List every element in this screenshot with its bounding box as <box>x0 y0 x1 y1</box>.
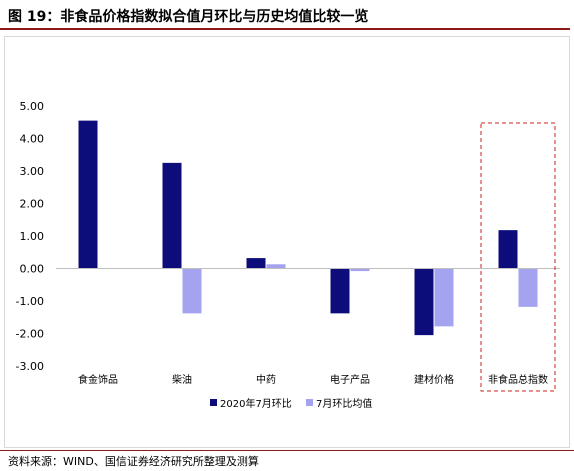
bar-average-5 <box>518 268 538 307</box>
bar-current-0 <box>78 120 98 269</box>
source-divider <box>0 450 574 451</box>
bar-average-1 <box>182 268 202 314</box>
highlight-box <box>480 122 556 392</box>
title-divider <box>0 28 570 30</box>
legend-swatch <box>210 399 217 406</box>
x-category-label: 中药 <box>256 373 276 386</box>
legend-label: 2020年7月环比 <box>220 397 292 410</box>
bar-current-2 <box>246 258 266 269</box>
x-category-label: 柴油 <box>172 373 192 386</box>
bar-current-4 <box>414 268 434 336</box>
y-tick-label: -3.00 <box>16 360 44 373</box>
y-tick-label: -1.00 <box>16 295 44 308</box>
bar-average-2 <box>266 264 286 269</box>
y-tick-label: 2.00 <box>20 198 45 211</box>
legend-swatch <box>306 399 313 406</box>
legend-label: 7月环比均值 <box>316 397 372 410</box>
title-bar: 图 19：非食品价格指数拟合值月环比与历史均值比较一览 <box>4 2 570 26</box>
source-note: 资料来源：WIND、国信证券经济研究所整理及测算 <box>8 455 259 468</box>
x-category-label: 食金饰品 <box>78 373 118 386</box>
y-tick-label: 3.00 <box>20 165 45 178</box>
x-category-label: 非食品总指数 <box>488 373 548 386</box>
chart-frame <box>4 36 570 448</box>
x-category-label: 建材价格 <box>414 373 454 386</box>
bar-average-4 <box>434 268 454 327</box>
y-tick-label: 0.00 <box>20 263 45 276</box>
chart-title: 图 19：非食品价格指数拟合值月环比与历史均值比较一览 <box>8 9 369 25</box>
bar-average-3 <box>350 268 370 272</box>
y-tick-label: 5.00 <box>20 100 45 113</box>
y-tick-label: 1.00 <box>20 230 45 243</box>
y-tick-label: -2.00 <box>16 328 44 341</box>
bar-chart: 5.00 4.00 3.00 2.00 1.00 0.00 -1.00 -2.00 -3.00 食… <box>4 36 570 448</box>
y-tick-label: 4.00 <box>20 133 45 146</box>
x-category-label: 电子产品 <box>330 373 370 386</box>
bar-current-1 <box>162 162 182 269</box>
bar-current-5 <box>498 230 518 269</box>
bar-current-3 <box>330 268 350 314</box>
